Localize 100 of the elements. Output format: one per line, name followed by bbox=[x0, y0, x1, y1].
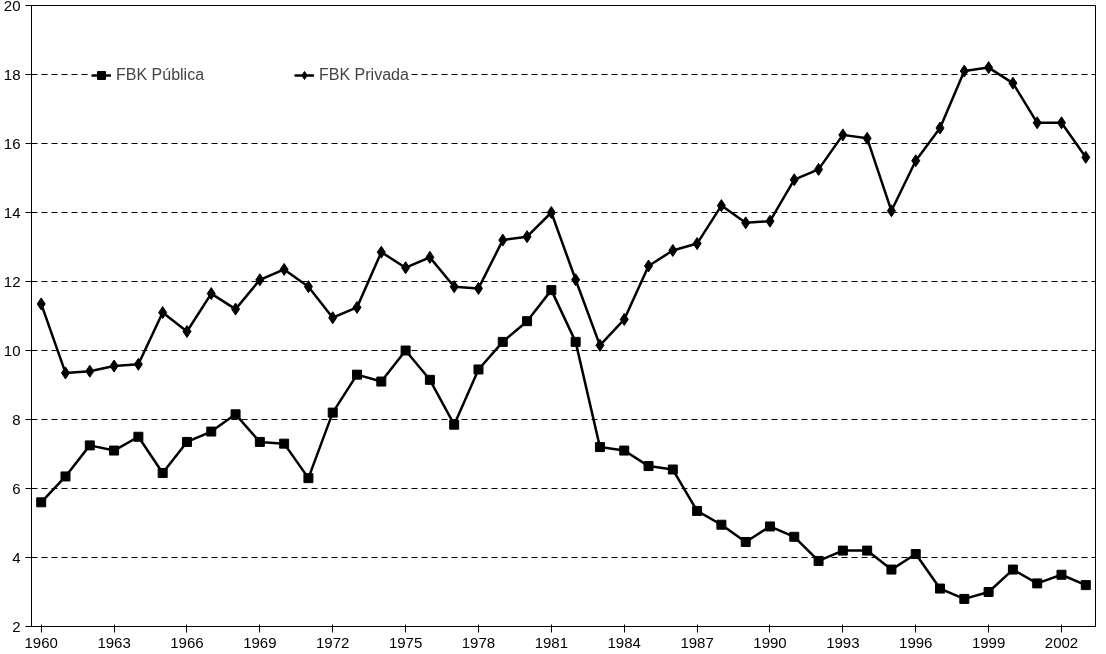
point bbox=[328, 311, 338, 325]
point bbox=[60, 471, 71, 482]
point bbox=[740, 536, 751, 547]
point bbox=[959, 64, 969, 78]
point bbox=[716, 519, 727, 530]
point bbox=[473, 281, 483, 295]
legend-label: FBK Pública bbox=[116, 66, 205, 84]
point bbox=[181, 436, 192, 447]
point bbox=[254, 436, 265, 447]
y-tick-label: 6 bbox=[12, 479, 21, 497]
point bbox=[692, 237, 702, 251]
point bbox=[255, 273, 265, 287]
x-tick-label: 1969 bbox=[243, 633, 277, 651]
point bbox=[619, 445, 630, 456]
y-tick-label: 4 bbox=[12, 548, 21, 566]
legend-label: FBK Privada bbox=[319, 66, 409, 84]
point bbox=[498, 233, 508, 247]
point bbox=[84, 440, 95, 451]
point bbox=[764, 521, 775, 532]
point bbox=[862, 131, 872, 145]
point bbox=[1080, 580, 1091, 591]
point bbox=[837, 545, 848, 556]
x-tick-label: 1966 bbox=[170, 633, 204, 651]
x-tick-label: 1960 bbox=[24, 633, 58, 651]
point bbox=[546, 206, 556, 219]
point bbox=[206, 426, 217, 437]
point bbox=[765, 214, 775, 228]
point bbox=[668, 243, 678, 257]
x-tick-label: 1993 bbox=[826, 633, 860, 651]
x-tick-label: 1996 bbox=[899, 633, 933, 651]
x-tick-label: 1978 bbox=[461, 633, 496, 651]
point bbox=[158, 306, 168, 320]
point bbox=[959, 593, 970, 604]
point bbox=[1056, 116, 1066, 130]
point bbox=[449, 280, 459, 294]
point bbox=[886, 564, 897, 575]
y-tick-label: 16 bbox=[3, 134, 21, 152]
point bbox=[789, 173, 799, 187]
point bbox=[984, 61, 994, 75]
point bbox=[352, 300, 362, 314]
point bbox=[522, 316, 533, 327]
point bbox=[813, 555, 824, 566]
point bbox=[594, 442, 605, 453]
point bbox=[595, 338, 605, 352]
point bbox=[667, 464, 678, 475]
x-tick-label: 1999 bbox=[971, 633, 1006, 651]
point bbox=[546, 285, 557, 296]
point bbox=[935, 121, 945, 135]
point bbox=[401, 261, 411, 275]
point bbox=[1056, 569, 1067, 580]
x-tick-label: 2002 bbox=[1044, 633, 1079, 651]
x-tick-label: 1975 bbox=[388, 633, 423, 651]
x-tick-label: 1984 bbox=[607, 633, 641, 651]
point bbox=[133, 431, 144, 442]
point bbox=[400, 345, 411, 356]
point bbox=[303, 473, 314, 484]
point bbox=[497, 336, 508, 347]
point bbox=[157, 467, 168, 478]
point bbox=[133, 357, 143, 371]
point bbox=[1008, 76, 1018, 90]
point bbox=[231, 302, 241, 316]
x-tick-label: 1963 bbox=[97, 633, 131, 651]
point bbox=[376, 245, 386, 259]
point bbox=[109, 445, 120, 456]
y-tick-label: 18 bbox=[3, 65, 21, 83]
point bbox=[570, 336, 581, 347]
point bbox=[911, 154, 921, 168]
point bbox=[376, 376, 387, 387]
point bbox=[473, 364, 484, 375]
point bbox=[85, 364, 95, 378]
point bbox=[61, 366, 71, 380]
y-tick-label: 20 bbox=[3, 0, 21, 14]
y-tick-label: 12 bbox=[3, 272, 21, 290]
point bbox=[716, 199, 726, 213]
point bbox=[1032, 578, 1043, 589]
x-tick-label: 1990 bbox=[753, 633, 787, 651]
point bbox=[935, 583, 946, 594]
point bbox=[838, 128, 848, 142]
point bbox=[206, 287, 216, 301]
point bbox=[571, 273, 581, 287]
point bbox=[1007, 564, 1018, 575]
point bbox=[182, 325, 192, 339]
point bbox=[303, 280, 313, 294]
point bbox=[352, 369, 363, 380]
point bbox=[814, 162, 824, 176]
point bbox=[424, 374, 435, 385]
point bbox=[279, 262, 289, 276]
point bbox=[886, 204, 896, 218]
y-tick-label: 10 bbox=[3, 341, 21, 359]
point bbox=[789, 531, 800, 542]
point bbox=[619, 312, 629, 326]
point bbox=[36, 297, 46, 311]
point bbox=[692, 505, 703, 516]
point bbox=[1032, 116, 1042, 130]
point bbox=[862, 545, 873, 556]
point bbox=[741, 216, 751, 230]
x-tick-label: 1987 bbox=[680, 633, 714, 651]
y-tick-label: 2 bbox=[12, 617, 21, 635]
point bbox=[644, 259, 654, 273]
y-tick-label: 14 bbox=[3, 203, 21, 221]
